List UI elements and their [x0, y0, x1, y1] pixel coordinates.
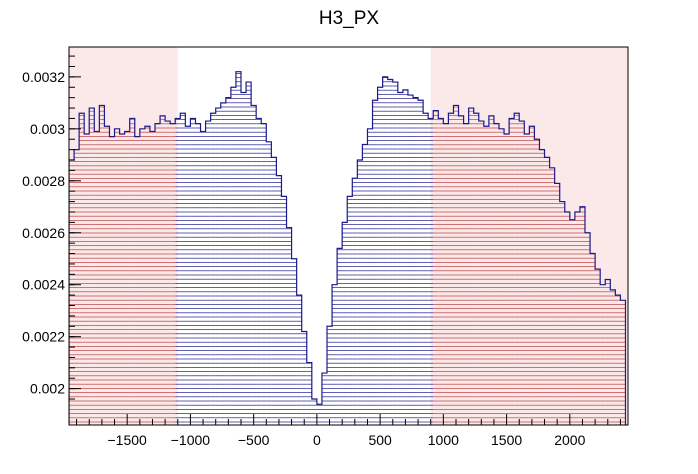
outer-region-right: [430, 47, 628, 425]
outer-region-left: [69, 47, 178, 425]
chart-title: H3_PX: [319, 8, 380, 29]
